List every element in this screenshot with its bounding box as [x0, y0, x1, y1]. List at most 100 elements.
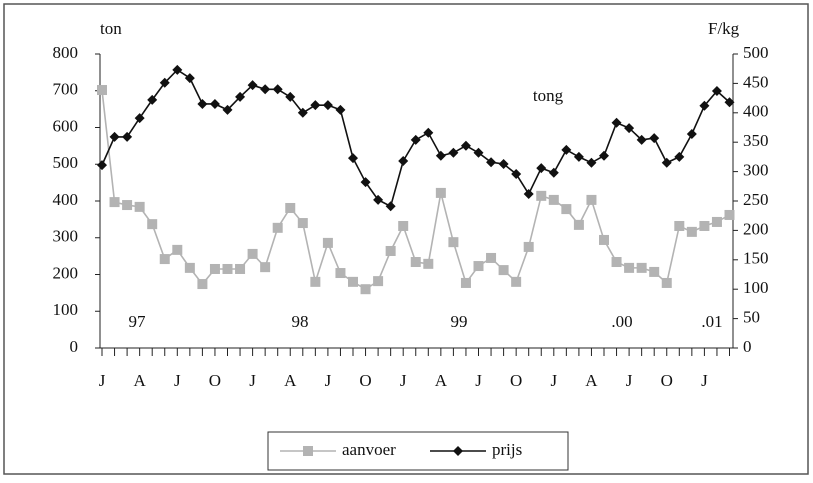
data-point: [235, 263, 246, 274]
annotation: 98: [292, 312, 309, 331]
y2-tick-label: 250: [743, 190, 769, 209]
y-tick-label: 400: [53, 190, 79, 209]
data-point: [310, 276, 321, 287]
y2-tick-label: 350: [743, 131, 769, 150]
y2-tick-label: 100: [743, 278, 769, 297]
data-point: [335, 268, 346, 279]
data-point: [184, 262, 195, 273]
data-point: [448, 147, 459, 158]
data-point: [711, 216, 722, 227]
data-point: [460, 277, 471, 288]
annotation: .01: [701, 312, 722, 331]
data-point: [523, 241, 534, 252]
x-tick-label: A: [585, 371, 598, 390]
data-point: [636, 134, 647, 145]
data-point: [624, 123, 635, 134]
data-point: [561, 144, 572, 155]
data-point: [385, 201, 396, 212]
data-point: [435, 150, 446, 161]
data-point: [322, 237, 333, 248]
x-tick-label: J: [400, 371, 407, 390]
data-point: [435, 187, 446, 198]
data-point: [410, 257, 421, 268]
data-point: [348, 276, 358, 287]
annotation: tong: [533, 86, 564, 105]
x-tick-label: J: [99, 371, 106, 390]
data-point: [699, 100, 710, 111]
data-point: [209, 263, 220, 274]
y2-tick-label: 200: [743, 219, 769, 238]
data-point: [297, 107, 308, 118]
data-point: [260, 84, 271, 95]
data-point: [322, 100, 333, 111]
data-point: [109, 131, 120, 142]
data-point: [498, 158, 509, 169]
data-point: [222, 263, 233, 274]
data-point: [184, 73, 195, 84]
x-tick-label: J: [550, 371, 557, 390]
data-point: [423, 258, 434, 269]
data-point: [548, 194, 559, 205]
data-point: [147, 94, 158, 105]
data-point: [674, 151, 685, 162]
legend-label: aanvoer: [342, 440, 396, 459]
data-point: [285, 91, 296, 102]
annotation: .00: [611, 312, 632, 331]
data-point: [536, 163, 547, 174]
data-point: [473, 147, 484, 158]
y-tick-label: 200: [53, 263, 79, 282]
y-tick-label: 0: [70, 337, 79, 356]
chart-frame: [3, 3, 809, 475]
data-point: [649, 266, 660, 277]
data-point: [599, 150, 609, 161]
data-point: [260, 262, 271, 273]
y2-tick-label: 500: [743, 43, 769, 62]
y2-tick-label: 400: [743, 102, 769, 121]
data-point: [147, 219, 158, 230]
y2-tick-label: 450: [743, 72, 769, 91]
annotation: 97: [129, 312, 147, 331]
data-point: [453, 446, 463, 456]
x-tick-label: A: [435, 371, 448, 390]
data-point: [460, 140, 471, 151]
data-point: [486, 252, 497, 263]
data-point: [97, 85, 107, 96]
data-point: [272, 222, 283, 233]
data-point: [197, 279, 208, 290]
data-point: [285, 202, 296, 213]
data-point: [561, 204, 572, 215]
data-point: [686, 128, 697, 139]
x-tick-label: A: [134, 371, 147, 390]
x-tick-label: J: [174, 371, 181, 390]
data-point: [674, 220, 685, 231]
data-point: [97, 160, 107, 171]
data-point: [272, 84, 283, 95]
data-point: [398, 156, 409, 167]
data-point: [699, 220, 710, 231]
data-point: [649, 133, 660, 144]
data-point: [573, 151, 584, 162]
x-tick-label: O: [209, 371, 221, 390]
x-tick-label: O: [359, 371, 371, 390]
data-point: [661, 277, 672, 288]
y2-tick-label: 50: [743, 308, 760, 327]
data-point: [473, 261, 484, 272]
data-point: [159, 254, 170, 265]
data-point: [511, 276, 522, 287]
y-tick-label: 800: [53, 43, 79, 62]
data-point: [303, 446, 313, 456]
data-point: [373, 276, 384, 287]
data-point: [172, 244, 183, 255]
data-point: [122, 200, 133, 211]
data-point: [335, 104, 346, 115]
data-point: [348, 153, 358, 164]
data-point: [222, 104, 233, 115]
y-tick-label: 100: [53, 300, 79, 319]
data-point: [385, 245, 396, 256]
data-point: [586, 194, 597, 205]
y2-tick-label: 150: [743, 249, 769, 268]
data-point: [724, 97, 735, 108]
data-point: [448, 237, 459, 248]
y2-axis-title: F/kg: [708, 19, 740, 38]
